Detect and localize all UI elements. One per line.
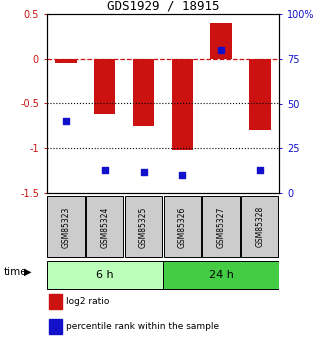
- Point: [219, 47, 224, 52]
- Point: [257, 167, 263, 172]
- Bar: [241, 196, 279, 257]
- Bar: [49, 319, 62, 334]
- Text: percentile rank within the sample: percentile rank within the sample: [66, 322, 220, 331]
- Bar: [163, 261, 279, 289]
- Text: GSM85323: GSM85323: [61, 206, 70, 247]
- Bar: [164, 196, 201, 257]
- Text: log2 ratio: log2 ratio: [66, 297, 110, 306]
- Bar: [203, 196, 240, 257]
- Text: GSM85328: GSM85328: [256, 206, 265, 247]
- Text: GSM85326: GSM85326: [178, 206, 187, 247]
- Bar: [47, 261, 163, 289]
- Bar: [47, 196, 84, 257]
- Text: 24 h: 24 h: [209, 269, 233, 279]
- Bar: [49, 294, 62, 309]
- Title: GDS1929 / 18915: GDS1929 / 18915: [107, 0, 219, 13]
- Bar: [125, 196, 162, 257]
- Bar: [172, 59, 193, 150]
- Bar: [94, 59, 115, 114]
- Bar: [249, 59, 271, 130]
- Bar: [55, 59, 77, 63]
- Text: time: time: [3, 267, 27, 277]
- Text: 6 h: 6 h: [96, 269, 114, 279]
- Text: GSM85324: GSM85324: [100, 206, 109, 247]
- Point: [180, 172, 185, 178]
- Bar: [211, 23, 232, 59]
- Point: [63, 119, 68, 124]
- Text: GSM85327: GSM85327: [217, 206, 226, 247]
- Point: [102, 167, 107, 172]
- Text: ▶: ▶: [24, 267, 31, 277]
- Text: GSM85325: GSM85325: [139, 206, 148, 247]
- Bar: [86, 196, 123, 257]
- Point: [141, 169, 146, 175]
- Bar: [133, 59, 154, 126]
